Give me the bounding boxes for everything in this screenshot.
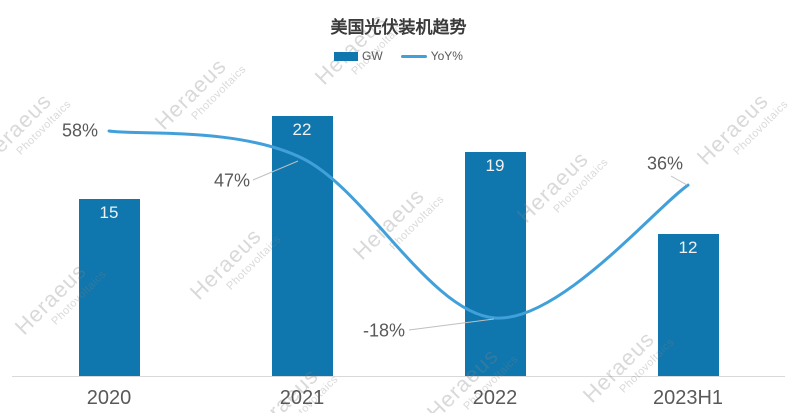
legend-item-gw: GW	[334, 49, 383, 63]
bar-value-label: 15	[99, 203, 119, 222]
bar-2023h1: 12	[657, 234, 719, 376]
bar-2020: 15	[78, 199, 140, 376]
legend: GW YoY%	[0, 47, 797, 65]
chart-title: 美国光伏装机趋势	[330, 18, 467, 37]
bar-value-label: 12	[678, 238, 698, 257]
bar-2022: 19	[464, 152, 526, 376]
legend-label-yoy: YoY%	[430, 49, 463, 63]
x-axis-line	[12, 376, 785, 377]
bar-value-label: 19	[485, 156, 505, 175]
bar-swatch-icon	[334, 51, 359, 61]
legend-item-yoy: YoY%	[400, 49, 463, 63]
bar-value-label: 22	[292, 120, 312, 139]
line-swatch-icon	[400, 54, 427, 58]
legend-label-gw: GW	[362, 49, 383, 63]
bar-2021: 22	[271, 116, 333, 376]
